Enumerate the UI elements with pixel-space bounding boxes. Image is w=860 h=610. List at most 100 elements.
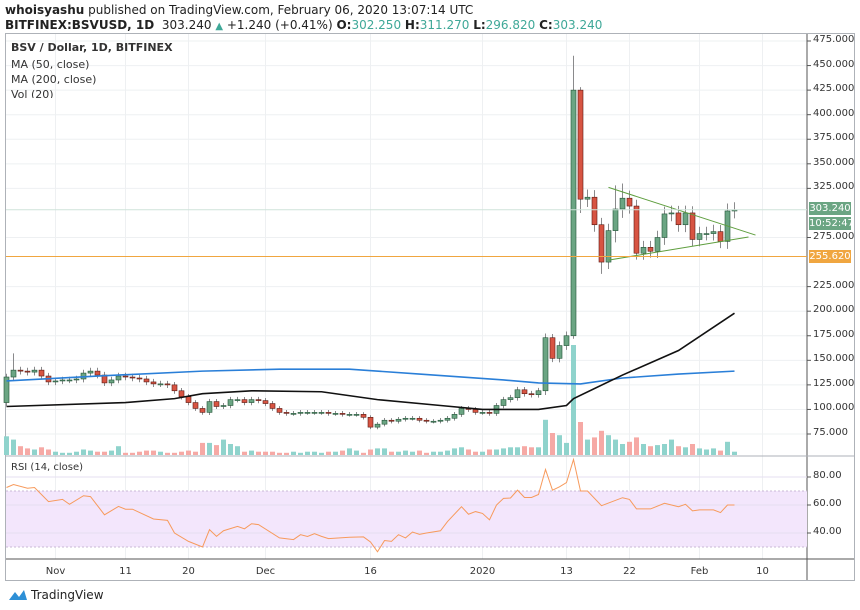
candle (444, 417, 451, 421)
time-tick-label: 2020 (469, 566, 496, 577)
close-label: C: (539, 18, 553, 32)
high-label: H: (404, 18, 420, 32)
candle (430, 420, 437, 423)
volume-bar (179, 451, 184, 455)
volume-bar (11, 439, 16, 455)
candle (129, 376, 136, 379)
low-value: 296.820 (485, 18, 536, 32)
tradingview-brand: TradingView (31, 588, 104, 602)
volume-bar (557, 435, 562, 455)
candle (31, 369, 38, 373)
price-tick-label: 150.000 (813, 353, 855, 365)
volume-bar (228, 444, 233, 455)
time-tick-label: 16 (364, 566, 377, 577)
volume-bar (18, 446, 23, 455)
candle (178, 390, 185, 397)
volume-bar (347, 448, 352, 455)
candle (220, 405, 227, 407)
close-value: 303.240 (552, 18, 603, 32)
last-price: 303.240 (161, 18, 212, 32)
volume-bar (529, 447, 534, 455)
volume-bar (242, 451, 247, 455)
publish-text: published on TradingView.com, February 0… (88, 3, 474, 17)
time-tick-label: Feb (690, 566, 709, 577)
candle (388, 419, 395, 422)
volume-bar (431, 451, 436, 455)
volume-bar (193, 451, 198, 455)
price-tick-label: 475.000 (813, 34, 855, 45)
author[interactable]: whoisyashu (5, 3, 85, 17)
candle (171, 384, 178, 392)
candle (150, 381, 157, 385)
volume-bar (445, 450, 450, 455)
volume-bar (662, 444, 667, 455)
candle (367, 416, 374, 428)
candle (514, 389, 521, 398)
price-tick-label: 175.000 (813, 328, 855, 340)
last-price-badge: 303.240 (809, 202, 851, 215)
volume-bar (452, 448, 457, 455)
volume-bar (550, 433, 555, 455)
candle (255, 399, 262, 401)
price-tick-label: 425.000 (813, 83, 855, 95)
volume-bar (564, 442, 569, 455)
candle (395, 418, 402, 422)
price-tick-label: 400.000 (813, 107, 855, 119)
volume-bar (690, 444, 695, 455)
candle (535, 390, 542, 395)
candle (304, 412, 311, 414)
candle (619, 197, 626, 210)
volume-bar (396, 451, 401, 455)
legend-rsi: RSI (14, close) (11, 462, 84, 473)
volume-bar (543, 419, 548, 455)
candle (87, 370, 94, 374)
volume-bar (235, 446, 240, 455)
candle (59, 379, 66, 382)
tradingview-logo[interactable]: TradingView (8, 588, 104, 602)
volume-bar (466, 449, 471, 455)
candle (563, 335, 570, 346)
volume-bar (725, 441, 730, 455)
volume-bar (60, 452, 65, 455)
candle (479, 412, 486, 414)
candle (353, 414, 360, 416)
tradingview-logo-icon (9, 590, 27, 600)
volume-bar (249, 450, 254, 455)
candle (38, 369, 45, 377)
volume-bar (123, 452, 128, 455)
candle (24, 370, 31, 373)
volume-bar (151, 450, 156, 455)
candle (577, 89, 584, 200)
candle (507, 397, 514, 400)
rsi-line (6, 457, 735, 553)
price-change: +1.240 (+0.41%) (226, 18, 333, 32)
volume-bar (571, 345, 576, 455)
time-tick-label: 22 (623, 566, 636, 577)
volume-bar (130, 452, 135, 455)
volume-bar (501, 448, 506, 455)
volume-bar (438, 451, 443, 455)
up-arrow-icon: ▲ (215, 21, 224, 32)
candle (157, 383, 164, 386)
candle (556, 345, 563, 359)
volume-bar (592, 437, 597, 455)
candle (528, 393, 535, 396)
volume-bar (704, 449, 709, 455)
volume-bar (284, 452, 289, 455)
volume-bar (585, 439, 590, 455)
volume-bar (494, 449, 499, 455)
rsi-tick-label: 80.00 (813, 470, 842, 481)
volume-bar (25, 448, 30, 455)
volume-bar (473, 451, 478, 455)
volume-bar (480, 451, 485, 455)
candle (276, 408, 283, 413)
volume-bar (46, 449, 51, 455)
volume-bar (669, 439, 674, 455)
volume-bar (627, 441, 632, 455)
volume-bar (641, 444, 646, 455)
volume-bar (389, 451, 394, 455)
volume-bar (375, 448, 380, 455)
candle (234, 399, 241, 401)
